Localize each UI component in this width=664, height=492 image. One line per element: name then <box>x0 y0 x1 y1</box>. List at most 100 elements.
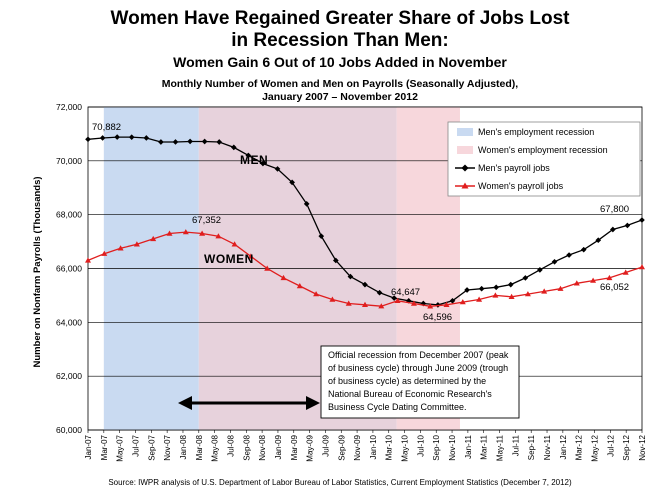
women-data-point <box>199 230 206 236</box>
x-axis: Jan-07 Mar-07 May-07 Jul-07 Sep-07 Nov-07 Jan-… <box>84 430 647 462</box>
women-series-label: WOMEN <box>204 252 254 266</box>
x-tick-label: Nov-12 <box>638 434 647 460</box>
note-line-4: National Bureau of Economic Research's <box>328 389 492 399</box>
women-data-point <box>590 277 597 283</box>
legend-swatch-women-recession <box>457 146 473 154</box>
women-data-point <box>427 303 434 309</box>
y-tick-label: 62,000 <box>56 371 82 381</box>
women-data-point <box>639 264 645 270</box>
legend-swatch-men-recession <box>457 128 473 136</box>
title-line-1: Women Have Regained Greater Share of Job… <box>111 8 571 29</box>
men-data-point <box>172 139 179 145</box>
women-data-point <box>150 235 157 242</box>
men-data-point <box>551 258 558 265</box>
men-data-point <box>303 201 310 207</box>
x-tick-label: Jan-07 <box>84 434 93 459</box>
men-data-point <box>289 179 295 186</box>
men-peak-label: 70,882 <box>92 122 121 133</box>
women-data-point <box>117 245 124 251</box>
x-tick-label: Sep-11 <box>527 434 536 460</box>
women-data-point <box>557 285 564 291</box>
y-tick-label: 66,000 <box>56 264 82 274</box>
x-tick-label: May-09 <box>306 434 315 461</box>
men-data-point <box>318 233 325 240</box>
women-data-point <box>329 296 336 302</box>
recession-arrow-right-head <box>306 396 320 410</box>
x-tick-label: Jan-12 <box>559 434 568 459</box>
women-data-point <box>215 233 222 239</box>
x-tick-label: May-10 <box>401 434 410 461</box>
women-data-point <box>133 241 140 247</box>
women-data-point <box>378 303 385 309</box>
women-data-point <box>524 291 531 297</box>
men-data-point <box>230 144 237 151</box>
y-tick-label: 70,000 <box>56 156 82 166</box>
men-data-point <box>391 295 397 301</box>
women-data-point <box>345 300 352 306</box>
men-data-point <box>143 135 150 141</box>
x-tick-label: Mar-09 <box>290 434 299 460</box>
series-layer <box>85 134 645 309</box>
x-tick-label: May-12 <box>591 434 600 461</box>
y-tick-label: 60,000 <box>56 425 82 435</box>
women-data-point <box>280 274 287 281</box>
women-trough-label: 64,596 <box>423 312 452 323</box>
men-data-point <box>99 135 106 141</box>
men-last-label: 67,800 <box>600 204 629 215</box>
women-data-point <box>394 297 401 303</box>
men-series-label: MEN <box>240 153 268 167</box>
legend-label-women-recession: Women's employment recession <box>478 145 608 155</box>
recession-arrow <box>178 396 320 410</box>
note-line-2: of business cycle) through June 2009 (tr… <box>328 363 508 373</box>
men-data-point <box>580 246 587 253</box>
women-last-label: 66,052 <box>600 282 629 293</box>
men-data-point <box>376 289 383 296</box>
x-tick-label: Jul-10 <box>416 434 425 456</box>
legend: Men's employment recession Women's emplo… <box>447 121 641 197</box>
x-tick-label: Sep-12 <box>622 434 631 460</box>
legend-label-men-recession: Men's employment recession <box>478 127 594 137</box>
men-data-point <box>216 139 223 145</box>
women-data-point <box>459 299 466 305</box>
women-data-point <box>476 296 483 302</box>
men-trough-label: 64,647 <box>391 287 420 298</box>
x-tick-label: Jan-10 <box>369 434 378 459</box>
men-data-point <box>537 267 543 273</box>
x-tick-label: Jul-09 <box>321 434 330 456</box>
source-note: Source: IWPR analysis of U.S. Department… <box>108 478 572 487</box>
women-data-point <box>182 229 189 235</box>
x-tick-label: Mar-08 <box>195 434 204 460</box>
y-tick-label: 68,000 <box>56 210 82 220</box>
men-data-point <box>332 257 339 264</box>
title-line-2: in Recession Than Men: <box>231 30 448 51</box>
men-data-point <box>158 139 164 145</box>
women-data-point <box>606 274 613 281</box>
x-tick-label: Sep-08 <box>242 434 251 460</box>
x-tick-label: Sep-09 <box>337 434 346 460</box>
x-tick-label: Nov-08 <box>258 434 267 460</box>
x-tick-label: Sep-07 <box>147 434 156 460</box>
x-tick-label: May-11 <box>496 434 505 461</box>
men-data-point <box>128 134 135 140</box>
x-tick-label: Jan-08 <box>179 434 188 459</box>
men-data-point <box>187 138 193 145</box>
women-data-point <box>231 241 238 247</box>
x-tick-label: Jul-11 <box>511 434 520 456</box>
legend-marker-women <box>461 182 469 189</box>
x-tick-label: Jan-09 <box>274 434 283 459</box>
chart-title-line-1: Monthly Number of Women and Men on Payro… <box>162 78 519 90</box>
x-tick-label: Mar-10 <box>385 434 394 460</box>
recession-arrow-left-head <box>178 396 192 410</box>
x-tick-label: Mar-07 <box>100 434 109 460</box>
recession-note: Official recession from December 2007 (p… <box>320 345 520 419</box>
women-data-point <box>541 288 548 294</box>
women-data-point <box>296 283 303 289</box>
women-data-point <box>247 253 254 259</box>
x-tick-label: Jan-11 <box>464 434 473 458</box>
x-tick-label: Mar-11 <box>480 434 489 459</box>
chart-title-line-2: January 2007 – November 2012 <box>262 91 418 103</box>
women-peak-label: 67,352 <box>192 215 221 226</box>
men-data-point <box>362 281 368 288</box>
women-data-point <box>362 301 368 307</box>
